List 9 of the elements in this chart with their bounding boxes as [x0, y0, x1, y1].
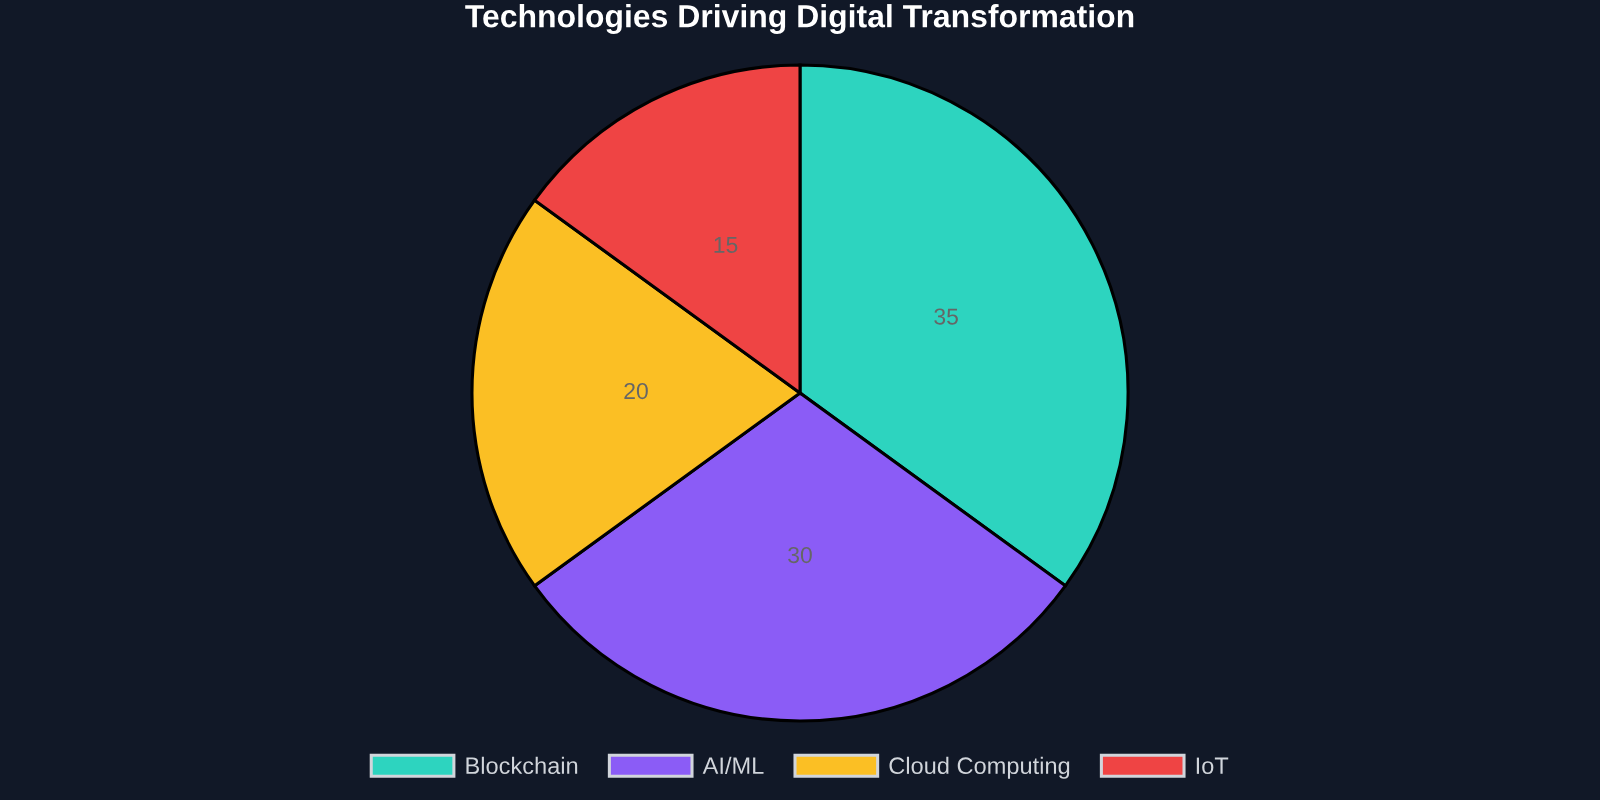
legend-label: IoT — [1196, 757, 1229, 775]
legend-label: AI/ML — [702, 756, 764, 775]
legend-label: Blockchain — [466, 756, 578, 775]
data-label: 30 — [788, 546, 812, 564]
data-label: 15 — [714, 237, 738, 254]
legend-label: Cloud Computing — [889, 756, 1070, 779]
data-label: 20 — [624, 382, 648, 400]
data-label: 35 — [934, 308, 958, 325]
chart-title: Technologies Driving Digital Transformation — [465, 4, 1134, 34]
